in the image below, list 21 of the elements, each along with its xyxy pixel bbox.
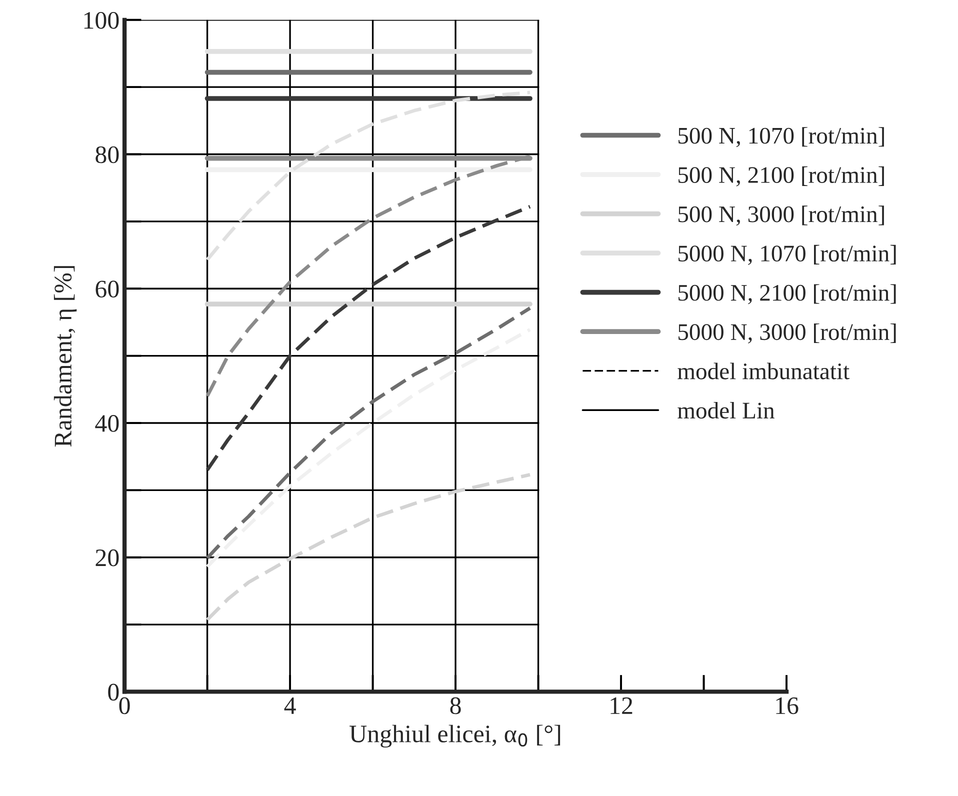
x-axis-title: Unghiul elicei, α$_{0}$ [°] [350,724,560,748]
legend-label: model imbunatatit [678,362,850,380]
x-tick-label: 12 [610,697,632,714]
y-tick-label: 0 [108,684,119,701]
legend-label: 500 N, 1070 [rot/min] [678,127,884,148]
x-tick-label: 8 [450,697,461,714]
legend-label: 5000 N, 1070 [rot/min] [678,244,896,265]
legend-label: 500 N, 3000 [rot/min] [678,206,884,226]
x-tick-label: 4 [284,697,296,714]
y-tick-label: 100 [84,12,119,29]
legend-label: 5000 N, 2100 [rot/min] [678,284,896,304]
y-tick-label: 40 [95,415,119,432]
y-tick-label: 20 [96,549,119,566]
legend-label: 500 N, 2100 [rot/min] [678,166,884,186]
legend-label: model Lin [678,402,774,419]
x-tick-label: 16 [776,697,798,714]
y-tick-label: 80 [96,146,119,164]
legend-label: 5000 N, 3000 [rot/min] [678,323,896,344]
y-axis-title: Randament, η [%] [54,266,77,447]
x-tick-label: 0 [119,697,130,714]
y-tick-label: 60 [96,280,119,298]
